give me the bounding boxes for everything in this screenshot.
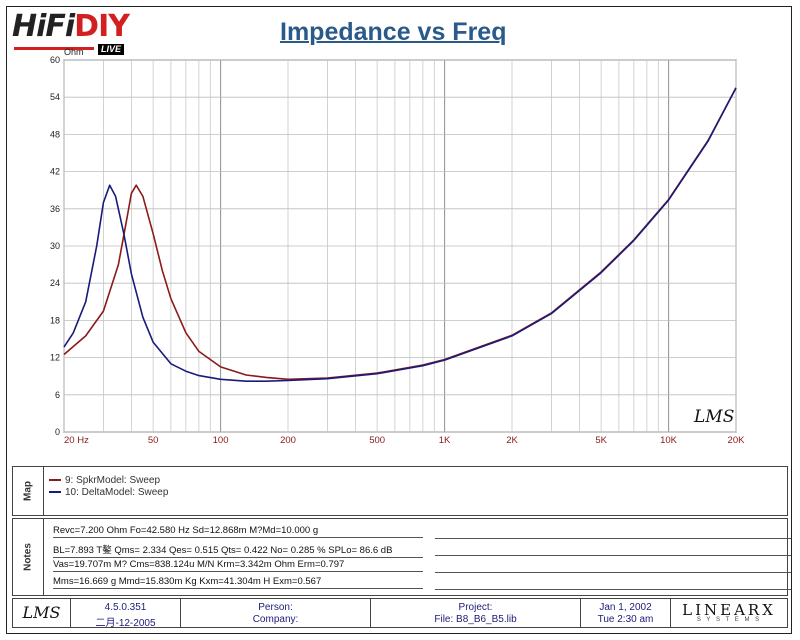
- footer-version-cell: 4.5.0.351 二月-12-2005: [71, 599, 181, 629]
- notes-label: Notes: [22, 543, 34, 571]
- footer-file: File: B8_B6_B5.lib: [434, 614, 517, 625]
- map-sidebar: Map: [13, 467, 44, 515]
- footer-brand-cell: LINEARX S Y S T E M S: [671, 599, 787, 627]
- note-line-2: BL=7.893 T鏊 Qms= 2.334 Qes= 0.515 Qts= 0…: [53, 542, 423, 558]
- y-tick-label: 30: [50, 241, 60, 251]
- logo-live: LIVE: [98, 44, 125, 55]
- x-tick-label: 2K: [506, 435, 518, 446]
- x-tick-label: 5K: [595, 435, 607, 446]
- footer-date-cell: Jan 1, 2002 Tue 2:30 am: [581, 599, 671, 627]
- note-blank-4: [435, 588, 791, 590]
- y-tick-label: 48: [50, 129, 60, 139]
- x-tick-label: 50: [148, 435, 159, 446]
- linearx-logo: LINEARX: [682, 601, 776, 619]
- note-line-1: Revc=7.200 Ohm Fo=42.580 Hz Sd=12.868m M…: [53, 525, 423, 538]
- logo-bar: [14, 47, 94, 50]
- y-axis-label: Ohm: [64, 47, 84, 57]
- legend-swatch-blue: [49, 491, 61, 494]
- impedance-chart: 0 6 12 18 24 30 36 42 48 54 60 20 Hz 50 100 200 500 1K 2K…: [50, 55, 746, 446]
- x-tick-label: 20 Hz: [64, 435, 89, 446]
- notes-sidebar: Notes: [13, 519, 44, 595]
- x-tick-label: 100: [213, 435, 229, 446]
- footer-lms-logo: LMS: [22, 603, 61, 622]
- footer-version: 4.5.0.351: [104, 602, 147, 613]
- note-line-4: Mms=16.669 g Mmd=15.830m Kg Kxm=41.304m …: [53, 576, 423, 589]
- map-section: Map 9: SpkrModel: Sweep 10: DeltaModel: …: [12, 466, 788, 516]
- footer-person-cell: Person: Company:: [181, 599, 371, 627]
- y-tick-label: 24: [50, 278, 60, 288]
- footer-person-label: Person:: [258, 602, 293, 613]
- x-tick-label: 20K: [728, 435, 746, 446]
- note-blank-2: [435, 554, 791, 556]
- x-tick-label: 200: [280, 435, 296, 446]
- note-blank-1: [435, 537, 791, 539]
- x-tick-label: 500: [369, 435, 385, 446]
- y-tick-label: 42: [50, 167, 60, 177]
- footer-project-label: Project:: [458, 602, 493, 613]
- y-tick-label: 54: [50, 92, 60, 102]
- y-tick-label: 12: [50, 353, 60, 363]
- x-tick-label: 1K: [439, 435, 451, 446]
- footer-date: Jan 1, 2002: [599, 602, 652, 613]
- series-line: [63, 87, 737, 383]
- note-line-3: Vas=19.707m M? Cms=838.124u M/N Krm=3.34…: [53, 559, 423, 572]
- footer-project-cell: Project: File: B8_B6_B5.lib: [371, 599, 581, 627]
- logo-hifi: HiFi: [12, 9, 75, 44]
- hifidiy-logo: HiFiDIY LIVE: [12, 9, 144, 55]
- footer-lms-cell: LMS: [13, 599, 71, 627]
- linearx-systems: S Y S T E M S: [696, 617, 762, 623]
- footer-time: Tue 2:30 am: [597, 614, 654, 625]
- footer-company-label: Company:: [252, 614, 299, 625]
- legend-swatch-red: [49, 479, 61, 482]
- x-tick-label: 10K: [660, 435, 678, 446]
- y-tick-label: 60: [50, 55, 60, 65]
- legend-item-spkrmodel: 9: SpkrModel: Sweep: [49, 475, 160, 486]
- footer: LMS 4.5.0.351 二月-12-2005 Person: Company…: [12, 598, 788, 629]
- y-tick-label: 36: [50, 204, 60, 214]
- logo-diy: DIY: [74, 9, 130, 44]
- y-tick-label: 18: [50, 315, 60, 325]
- footer-build-date: 二月-12-2005: [95, 618, 156, 629]
- lms-watermark: LMS: [693, 407, 734, 427]
- notes-section: Notes Revc=7.200 Ohm Fo=42.580 Hz Sd=12.…: [12, 518, 791, 596]
- y-tick-label: 6: [55, 390, 60, 400]
- note-blank-3: [435, 571, 791, 573]
- chart-title: Impedance vs Freq: [280, 18, 507, 46]
- legend-label: 10: DeltaModel: Sweep: [65, 487, 169, 498]
- y-tick-label: 0: [55, 427, 60, 437]
- legend-label: 9: SpkrModel: Sweep: [65, 475, 161, 486]
- map-label: Map: [22, 481, 34, 501]
- legend-item-deltamodel: 10: DeltaModel: Sweep: [49, 487, 168, 498]
